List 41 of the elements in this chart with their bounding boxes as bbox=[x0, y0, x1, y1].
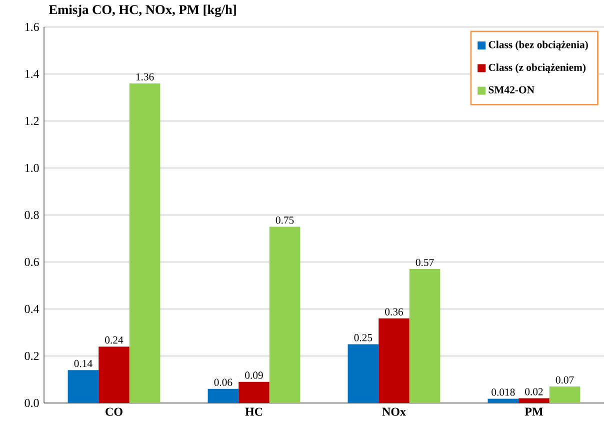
data-label: 0.02 bbox=[525, 388, 543, 396]
bar bbox=[269, 226, 300, 403]
x-tick-label: PM bbox=[524, 408, 543, 416]
chart-title: Emisja CO, HC, NOx, PM [kg/h] bbox=[48, 4, 236, 17]
legend-label: Class (bez obciążenia) bbox=[488, 40, 588, 50]
bar bbox=[208, 388, 239, 403]
y-tick-label: 0.8 bbox=[24, 210, 39, 220]
y-tick-label: 1.2 bbox=[25, 116, 39, 126]
legend-label: Class (z obciążeniem) bbox=[488, 63, 586, 74]
x-tick-label: NOx bbox=[382, 408, 406, 416]
y-tick-label: 0.2 bbox=[24, 352, 39, 360]
bar bbox=[488, 398, 519, 403]
data-label: 0.25 bbox=[354, 334, 372, 342]
bar bbox=[409, 269, 440, 403]
bar bbox=[129, 83, 160, 403]
bar bbox=[348, 344, 379, 403]
data-label: 0.75 bbox=[276, 216, 294, 224]
bar bbox=[68, 370, 99, 403]
y-tick-label: 1.4 bbox=[25, 70, 40, 78]
data-label: 1.36 bbox=[136, 73, 154, 80]
data-label: 0.57 bbox=[416, 258, 434, 266]
bar bbox=[549, 386, 580, 403]
y-tick-label: 0.0 bbox=[24, 398, 39, 408]
y-tick-label: 0.6 bbox=[24, 258, 39, 266]
x-tick-label: CO bbox=[106, 408, 122, 416]
data-label: 0.07 bbox=[556, 376, 574, 384]
x-tick-label: HC bbox=[245, 408, 262, 416]
bar bbox=[238, 382, 270, 403]
y-tick-label: 1.0 bbox=[25, 164, 39, 172]
data-label: 0.14 bbox=[74, 360, 92, 368]
y-tick-label: 1.6 bbox=[25, 22, 39, 32]
y-tick-label: 0.4 bbox=[24, 304, 40, 314]
data-label: 0.018 bbox=[492, 388, 515, 396]
data-label: 0.09 bbox=[245, 372, 263, 379]
bar bbox=[98, 346, 130, 403]
bar bbox=[378, 318, 410, 403]
data-label: 0.36 bbox=[385, 308, 404, 316]
legend-label: SM42-ON bbox=[488, 86, 534, 94]
bar bbox=[518, 398, 550, 403]
data-label: 0.06 bbox=[214, 378, 232, 386]
data-label: 0.24 bbox=[105, 336, 124, 344]
